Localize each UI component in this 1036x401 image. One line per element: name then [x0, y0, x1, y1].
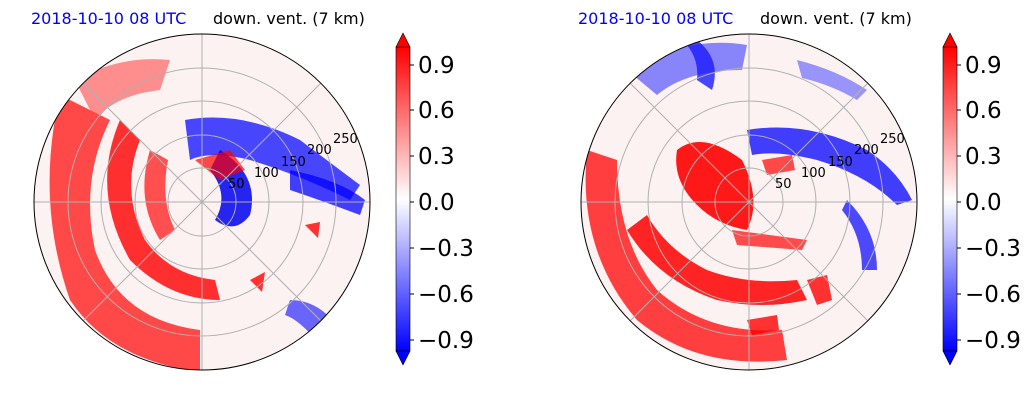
colorbar-tick-label: 0.3 [965, 144, 1002, 170]
panel-right: 2018-10-10 08 UTC down. vent. (7 km) [547, 0, 1036, 401]
colorbar-extend-min [942, 350, 958, 366]
panel-left: 2018-10-10 08 UTC down. vent. (7 km) [31, 9, 474, 371]
panel-right-date-title: 2018-10-10 08 UTC [578, 9, 734, 28]
polar-plot-left: 50 100 150 200 250 0.9 0.6 0.3 [33, 32, 474, 371]
range-rings-left [34, 34, 370, 370]
range-label: 100 [254, 166, 279, 181]
panel-left-variable-title: down. vent. (7 km) [213, 9, 365, 28]
plot-border-left [33, 33, 371, 371]
range-labels-right: 50 100 150 200 250 [775, 132, 905, 192]
range-label: 100 [801, 166, 826, 181]
colorbar-tick-label: 0.0 [965, 190, 1002, 216]
colorbar-left: 0.9 0.6 0.3 0.0 −0.3 −0.6 −0.9 [395, 32, 474, 366]
colorbar-tick-label: 0.6 [418, 98, 455, 124]
colorbar-extend-max [942, 32, 958, 48]
range-label: 200 [307, 143, 332, 158]
panel-left-date-title: 2018-10-10 08 UTC [31, 9, 187, 28]
colorbar-tick-label: 0.0 [418, 190, 455, 216]
colorbar-tick-label: 0.9 [418, 53, 455, 79]
range-label: 50 [775, 177, 792, 192]
colorbar-extend-min [395, 350, 411, 366]
colorbar-tick-label: −0.6 [418, 282, 474, 308]
colorbar-tick-label: −0.9 [418, 328, 474, 354]
colorbar-tick-label: −0.3 [418, 236, 474, 262]
range-label: 150 [828, 155, 853, 170]
range-label: 200 [854, 143, 879, 158]
range-label: 50 [228, 177, 245, 192]
range-labels-left: 50 100 150 200 250 [228, 132, 358, 192]
range-label: 150 [281, 155, 306, 170]
colorbar-extend-max [395, 32, 411, 48]
colorbar-tick-label: −0.3 [965, 236, 1021, 262]
colorbar-tick-label: 0.9 [965, 53, 1002, 79]
polar-plot-right: 50 100 150 200 250 0.9 0.6 0.3 [580, 32, 1021, 371]
range-label: 250 [880, 132, 905, 147]
panel-right-variable-title: down. vent. (7 km) [760, 9, 912, 28]
plot-border-right [580, 33, 918, 371]
colorbar-tick-label: −0.9 [965, 328, 1021, 354]
colorbar-tick-label: 0.3 [418, 144, 455, 170]
colorbar-right: 0.9 0.6 0.3 0.0 −0.3 −0.6 −0.9 [942, 32, 1021, 366]
colorbar-tick-label: 0.6 [965, 98, 1002, 124]
range-label: 250 [333, 132, 358, 147]
colorbar-tick-label: −0.6 [965, 282, 1021, 308]
range-rings-right [581, 34, 917, 370]
